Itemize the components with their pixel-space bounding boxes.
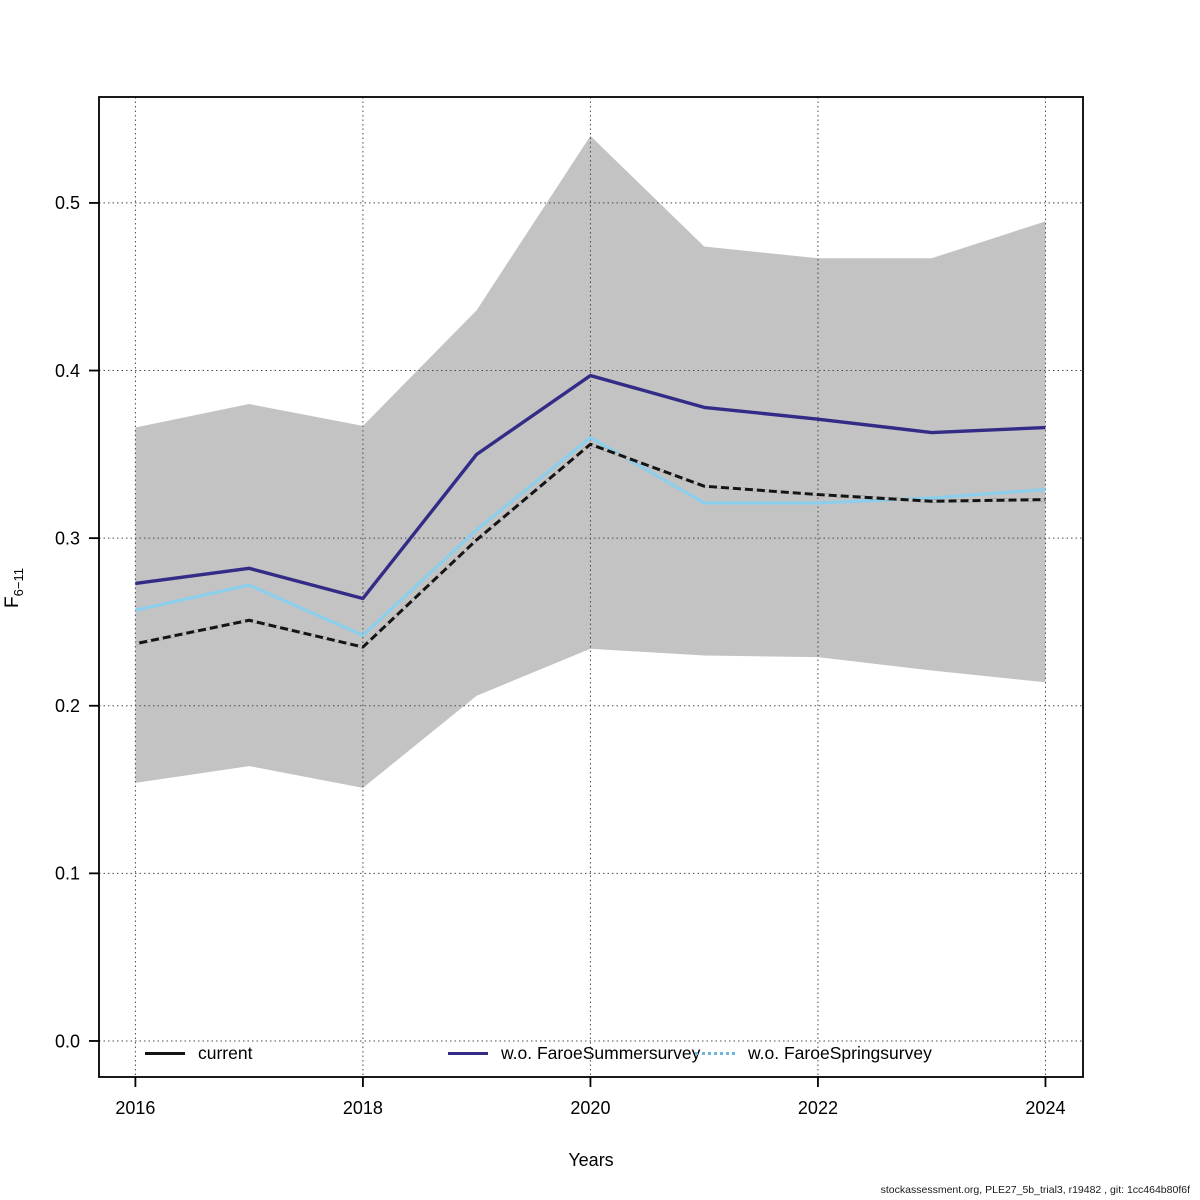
y-tick-label: 0.5 <box>55 193 80 213</box>
y-tick-label: 0.0 <box>55 1031 80 1051</box>
x-tick-label: 2016 <box>115 1098 155 1118</box>
x-tick-label: 2020 <box>570 1098 610 1118</box>
x-axis-title: Years <box>568 1150 614 1170</box>
x-tick-label: 2018 <box>343 1098 383 1118</box>
y-tick-label: 0.1 <box>55 864 80 884</box>
footer-citation: stockassessment.org, PLE27_5b_trial3, r1… <box>880 1184 1190 1196</box>
y-axis-title-base: F <box>2 596 24 608</box>
y-tick-label: 0.4 <box>55 361 80 381</box>
y-axis-title: F6−11 <box>2 568 26 608</box>
series-line-wo-faroesummersurvey <box>135 373 1046 601</box>
y-tick-label: 0.3 <box>55 528 80 548</box>
x-tick-label: 2024 <box>1025 1098 1065 1118</box>
x-tick-label: 2022 <box>798 1098 838 1118</box>
y-tick-label: 0.2 <box>55 696 80 716</box>
y-axis-title-subscript: 6−11 <box>10 568 26 597</box>
series-line-current <box>135 442 1046 649</box>
